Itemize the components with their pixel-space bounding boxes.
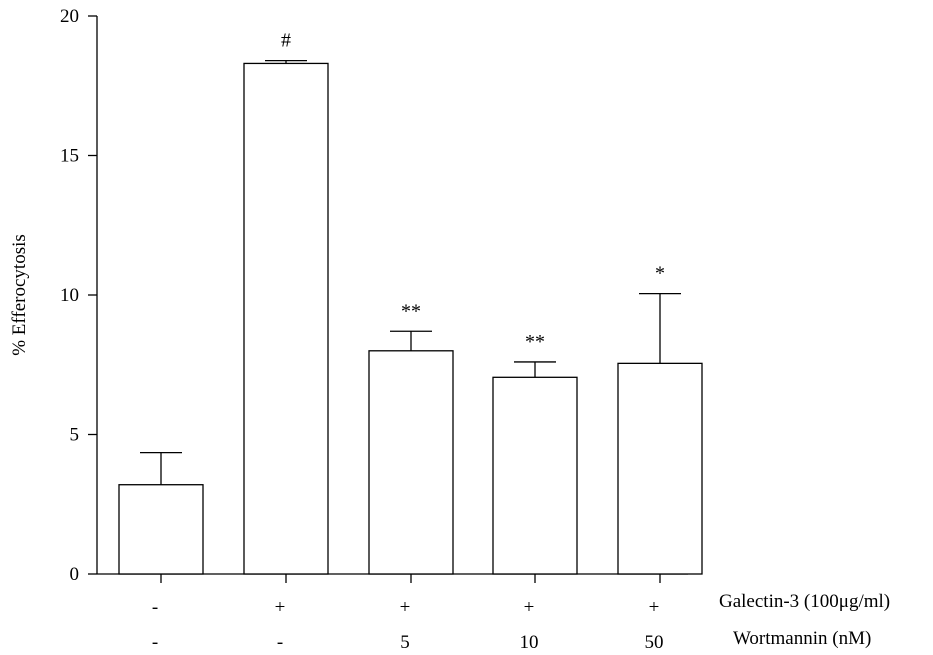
y-tick-label: 0 xyxy=(70,564,80,585)
wortmannin-condition: 50 xyxy=(645,632,664,653)
galectin-row-label: Galectin-3 (100μg/ml) xyxy=(719,591,890,612)
y-tick-label: 10 xyxy=(60,285,79,306)
galectin-condition: + xyxy=(400,597,411,618)
condition-rows: - - + - +5 +10 +50 xyxy=(152,597,664,653)
wortmannin-condition: 5 xyxy=(400,632,410,653)
y-tick-label: 5 xyxy=(70,425,80,446)
galectin-condition: + xyxy=(524,597,535,618)
significance-label: * xyxy=(655,263,665,285)
galectin-condition: - xyxy=(152,597,158,618)
significance-label: # xyxy=(281,30,291,52)
bar xyxy=(368,350,454,575)
bars: #***** xyxy=(118,30,703,583)
y-tick-label: 15 xyxy=(60,146,79,167)
significance-label: ** xyxy=(525,331,545,353)
galectin-condition: + xyxy=(649,597,660,618)
wortmannin-condition: - xyxy=(277,632,283,653)
bar xyxy=(118,484,204,575)
significance-label: ** xyxy=(401,300,421,322)
wortmannin-condition: 10 xyxy=(520,632,539,653)
wortmannin-row-label: Wortmannin (nM) xyxy=(733,628,871,649)
bar xyxy=(243,62,329,575)
y-tick-label: 20 xyxy=(60,6,79,27)
bar xyxy=(492,376,578,575)
galectin-condition: + xyxy=(275,597,286,618)
wortmannin-condition: - xyxy=(152,632,158,653)
y-axis-title: % Efferocytosis xyxy=(9,234,30,356)
bar xyxy=(617,362,703,575)
